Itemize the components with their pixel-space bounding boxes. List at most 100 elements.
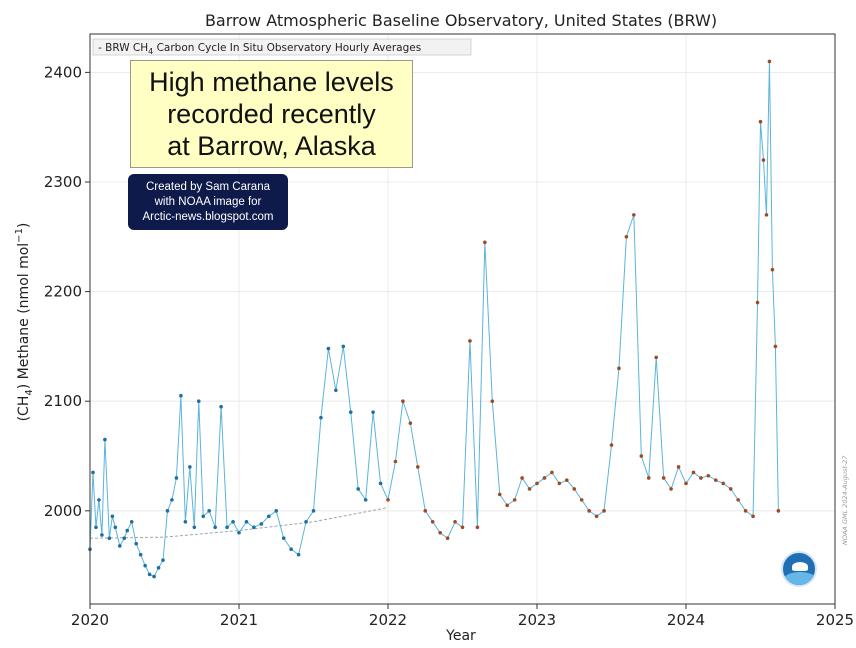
data-point [490, 399, 495, 404]
data-point [348, 410, 353, 414]
legend: - BRW CH4 Carbon Cycle In Situ Observato… [92, 38, 472, 56]
data-point [706, 473, 711, 478]
data-point [134, 541, 138, 546]
data-point [363, 498, 368, 502]
watermark: NOAA GML 2024-August-27 [841, 455, 849, 545]
data-point [557, 481, 562, 486]
y-tick-label: 2000 [44, 502, 82, 520]
data-point [174, 476, 179, 480]
data-point [497, 492, 502, 497]
data-point [639, 454, 644, 458]
x-tick-label: 2025 [816, 611, 854, 629]
data-point [776, 509, 781, 513]
data-point [138, 552, 143, 557]
data-point [371, 410, 375, 414]
x-tick-label: 2024 [667, 611, 705, 629]
data-point [219, 404, 223, 409]
noaa-logo-icon [781, 551, 817, 587]
data-point [237, 530, 241, 535]
callout-line: High methane levels [149, 67, 394, 97]
data-point [632, 213, 636, 217]
data-point [743, 509, 748, 513]
data-point [460, 525, 465, 530]
data-point [188, 465, 192, 469]
data-point [527, 487, 532, 491]
data-point [416, 465, 420, 469]
data-point [767, 59, 772, 64]
data-point [579, 498, 584, 502]
legend-box [92, 38, 472, 56]
y-tick-label: 2100 [44, 392, 82, 410]
legend-entry: - BRW CH4 Carbon Cycle In Situ Observato… [98, 42, 421, 56]
data-point [423, 509, 428, 513]
data-point [356, 487, 361, 491]
annotation-callout: High methane levels recorded recently at… [130, 60, 413, 168]
y-tick-label: 2400 [44, 63, 82, 81]
data-point [326, 346, 331, 351]
data-point [143, 563, 147, 568]
callout-line: recorded recently [167, 99, 376, 129]
data-point [661, 476, 666, 480]
data-point [445, 536, 450, 541]
data-point [669, 487, 673, 491]
data-point [274, 509, 279, 513]
data-point [602, 509, 606, 513]
data-point [289, 547, 293, 551]
data-point [587, 509, 591, 513]
data-point [170, 498, 174, 502]
data-point [244, 519, 249, 524]
data-point [319, 415, 323, 420]
data-point [97, 498, 101, 502]
x-tick-label: 2022 [369, 611, 407, 629]
data-point [408, 421, 413, 425]
data-point [438, 530, 442, 535]
data-point [550, 470, 554, 475]
data-point [468, 339, 472, 343]
data-point [736, 498, 740, 502]
data-point [341, 344, 346, 349]
data-point [654, 355, 658, 360]
data-point [311, 509, 316, 513]
data-point [179, 393, 183, 398]
data-point [617, 366, 621, 371]
data-point [453, 519, 457, 524]
data-point [110, 514, 115, 519]
data-point [125, 528, 130, 533]
y-tick-label: 2300 [44, 173, 82, 191]
data-point [91, 470, 95, 475]
data-point [714, 478, 718, 482]
data-point [512, 498, 517, 502]
data-point [520, 476, 524, 480]
x-tick-label: 2021 [220, 611, 258, 629]
data-point [103, 437, 107, 442]
data-point [378, 481, 383, 486]
data-point [94, 525, 98, 530]
series-line [89, 61, 779, 578]
data-point [475, 525, 480, 530]
data-point [691, 470, 696, 475]
data-point [505, 503, 510, 508]
data-point [430, 519, 435, 524]
data-point [624, 234, 629, 239]
data-point [728, 487, 733, 491]
data-point [304, 519, 308, 524]
data-point [699, 476, 703, 480]
data-point [609, 443, 614, 447]
data-point [565, 478, 569, 482]
axes: 2020 2021 2022 2023 2024 2025 2000 2100 2200 2300… [44, 33, 854, 629]
data-point [122, 536, 127, 541]
data-point [129, 519, 134, 524]
data-point [281, 536, 286, 541]
data-point [721, 481, 726, 486]
data-point [161, 558, 165, 562]
credit-line: with NOAA image for [154, 195, 262, 208]
data-point [594, 514, 599, 519]
data-point [761, 158, 766, 162]
data-point [118, 544, 122, 548]
callout-line: at Barrow, Alaska [167, 131, 376, 161]
x-tick-label: 2023 [518, 611, 556, 629]
data-point [646, 476, 651, 480]
data-point [252, 525, 256, 530]
data-point [259, 522, 264, 526]
